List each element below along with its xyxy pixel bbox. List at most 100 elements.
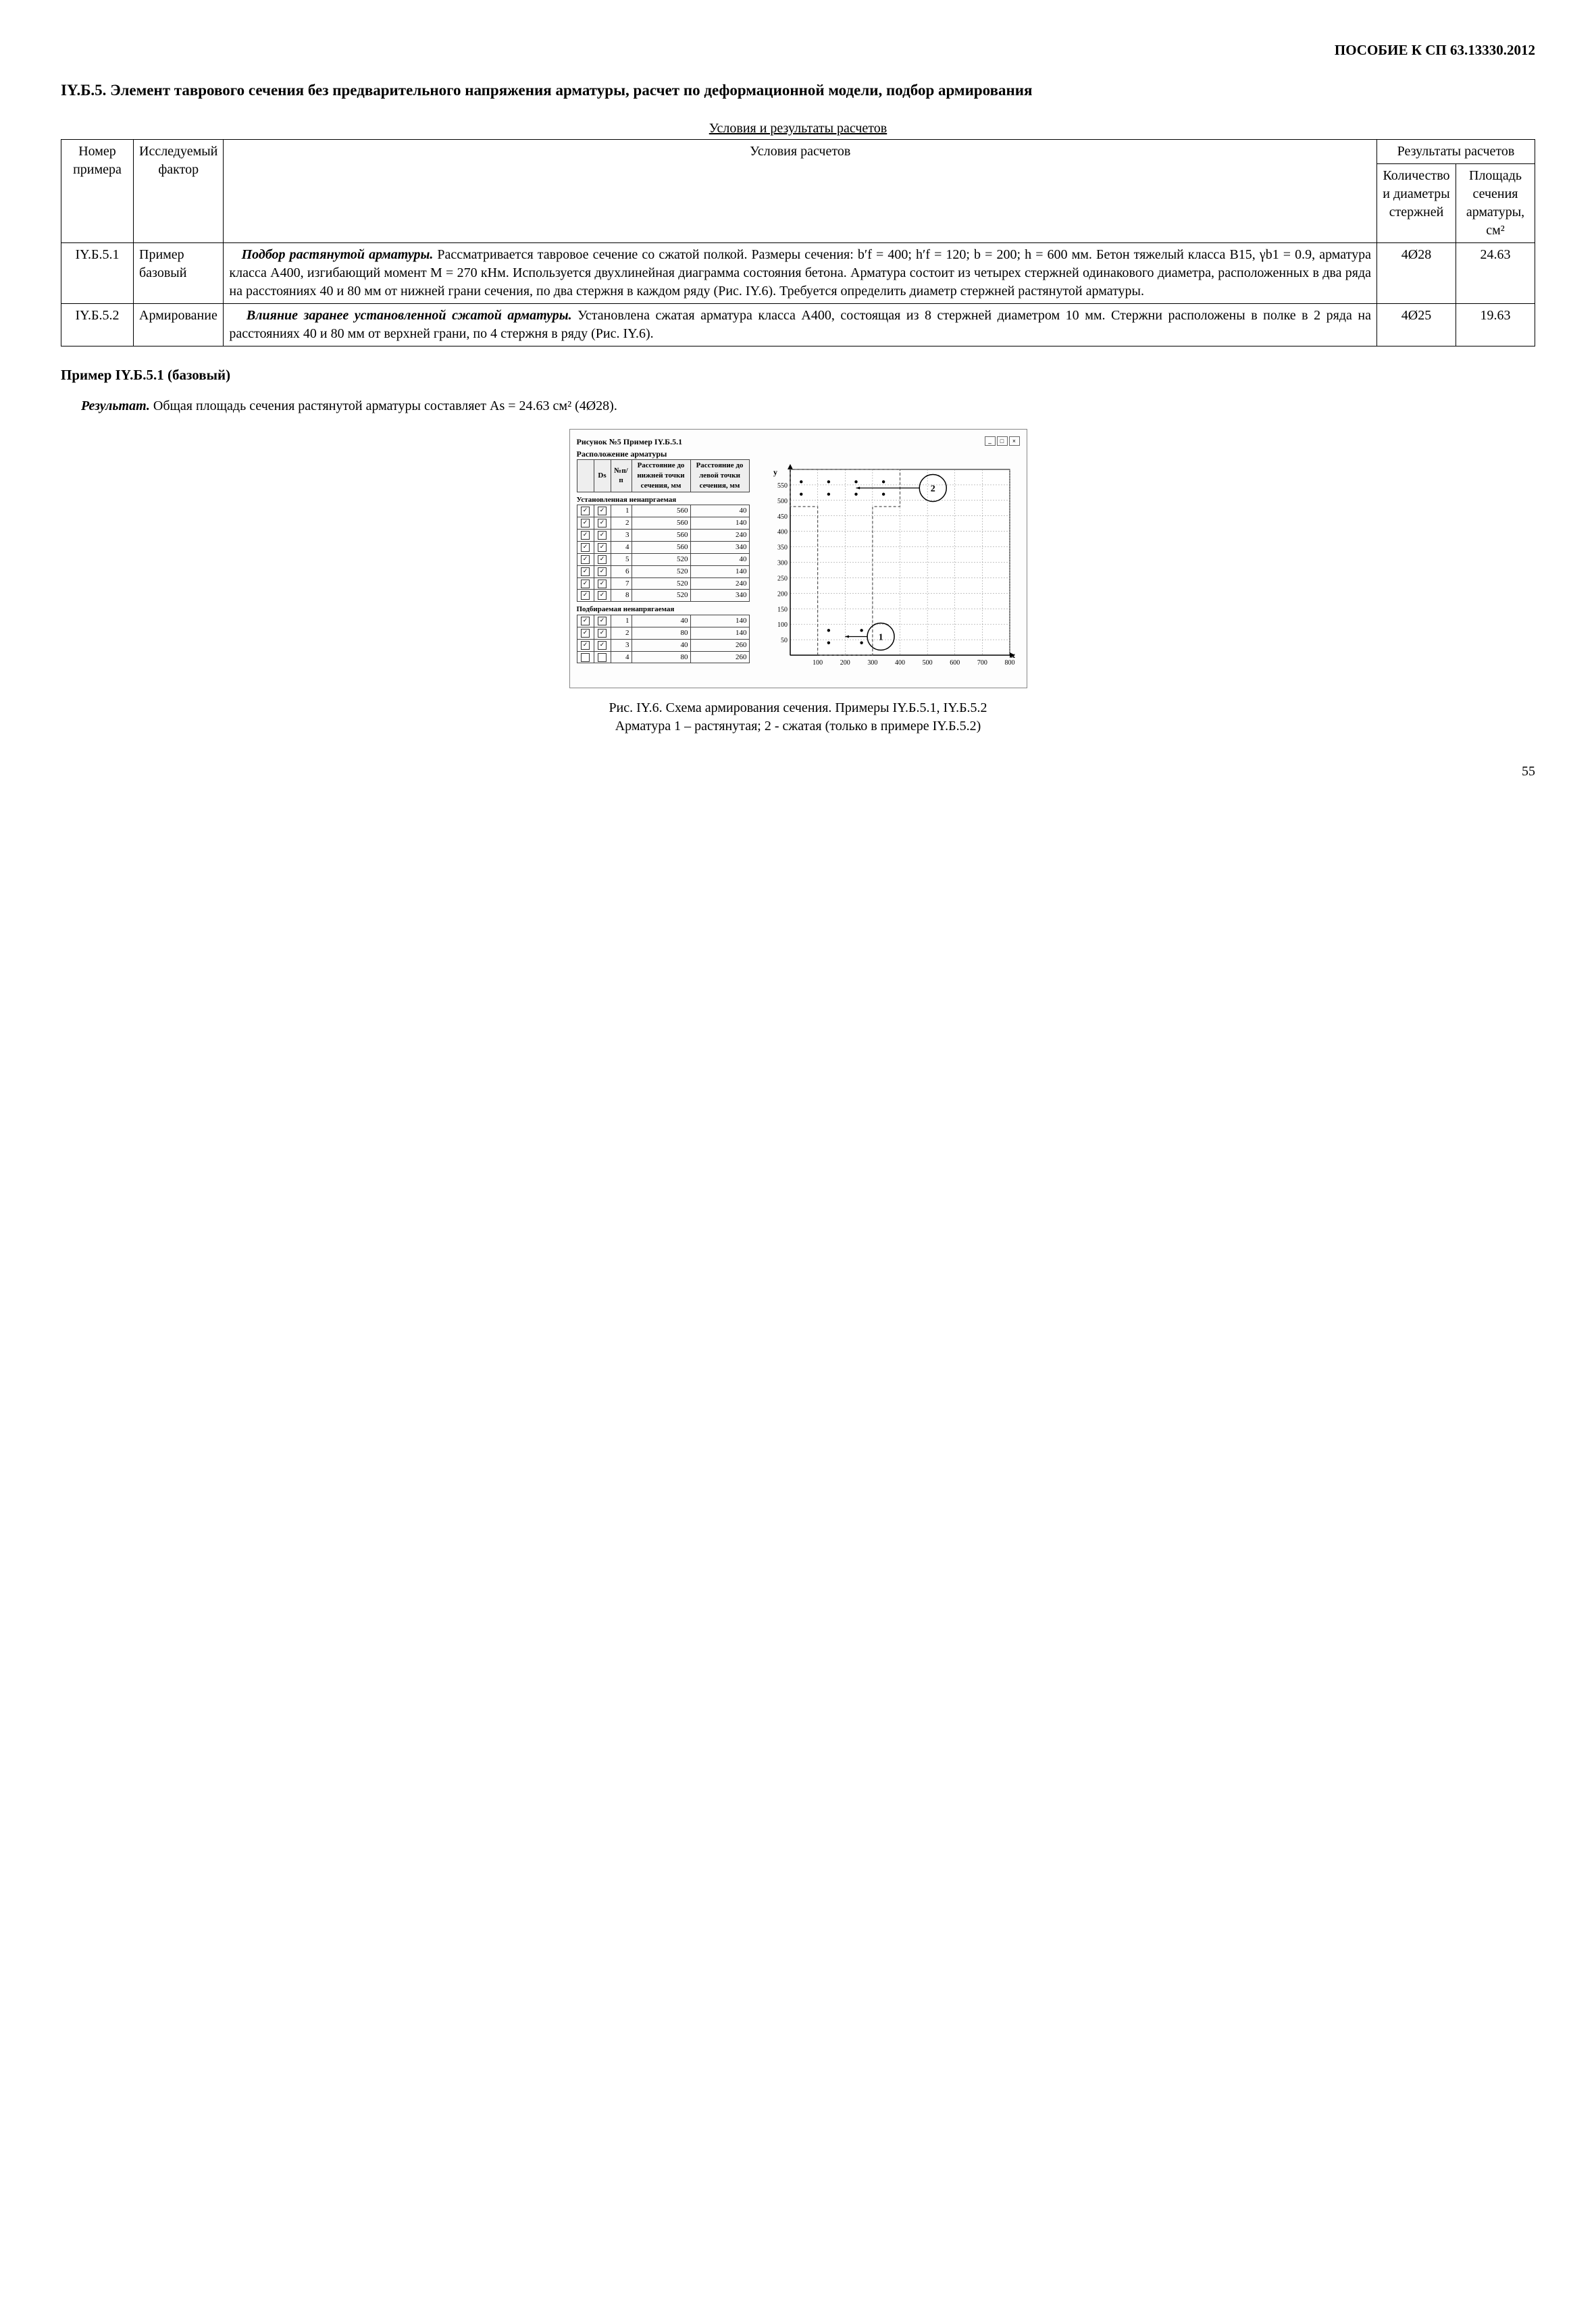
minimize-icon: _ [985, 436, 996, 446]
rebar-cell: 2 [611, 517, 632, 530]
rebar-cell: 140 [690, 627, 749, 639]
rebar-row: ✓✓4560340 [577, 542, 749, 554]
svg-text:300: 300 [867, 659, 877, 667]
document-header: ПОСОБИЕ К СП 63.13330.2012 [61, 41, 1535, 59]
rebar-cell: 40 [632, 639, 690, 651]
rebar-row: ✓✓140140 [577, 615, 749, 627]
svg-text:600: 600 [950, 659, 960, 667]
result-lead: Результат. [81, 398, 150, 413]
rebar-cell: 8 [611, 590, 632, 602]
example-heading: Пример IY.Б.5.1 (базовый) [61, 365, 1535, 384]
cell-area: 19.63 [1456, 304, 1535, 346]
checkbox-icon: ✓ [581, 543, 590, 552]
checkbox-icon: ✓ [581, 567, 590, 576]
rebar-cell: 1 [611, 505, 632, 517]
group1-header: Установленная ненапргаемая [577, 495, 750, 505]
rebar-row: ✓✓156040 [577, 505, 749, 517]
checkbox-icon: ✓ [598, 543, 607, 552]
cell-quantity: 4Ø28 [1377, 243, 1456, 304]
rebar-cell: 2 [611, 627, 632, 639]
cell-description: Влияние заранее установленной сжатой арм… [224, 304, 1377, 346]
figure-caption: Рис. IY.6. Схема армирования сечения. Пр… [61, 699, 1535, 736]
checkbox-icon: ✓ [598, 617, 607, 625]
svg-text:1: 1 [878, 633, 883, 643]
rebar-cell: 520 [632, 553, 690, 565]
svg-text:250: 250 [777, 575, 788, 583]
svg-text:500: 500 [922, 659, 932, 667]
rebar-row: ✓✓8520340 [577, 590, 749, 602]
rebar-row: ✓✓3560240 [577, 530, 749, 542]
result-paragraph: Результат. Общая площадь сечения растяну… [61, 397, 1535, 415]
col-header-results-group: Результаты расчетов [1377, 140, 1535, 164]
checkbox-icon: ✓ [598, 567, 607, 576]
cell-quantity: 4Ø25 [1377, 304, 1456, 346]
svg-text:350: 350 [777, 544, 788, 552]
rebar-cell: 6 [611, 565, 632, 577]
figure-caption-line2: Арматура 1 – растянутая; 2 - сжатая (тол… [61, 717, 1535, 736]
svg-text:y: y [773, 467, 777, 477]
svg-text:450: 450 [777, 513, 788, 521]
section-title: IY.Б.5. Элемент таврового сечения без пр… [61, 80, 1535, 101]
rebar-cell: 3 [611, 530, 632, 542]
checkbox-icon: ✓ [598, 519, 607, 528]
rebar-cell: 240 [690, 577, 749, 590]
svg-text:300: 300 [777, 560, 788, 567]
rebar-cell: 80 [632, 651, 690, 663]
checkbox-icon: ✓ [581, 591, 590, 600]
rebar-table-group2: ✓✓140140✓✓280140✓✓340260480260 [577, 615, 750, 663]
rebar-cell: 40 [632, 615, 690, 627]
results-table: Номер примера Исследуемый фактор Условия… [61, 139, 1535, 346]
col-header-factor: Исследуемый фактор [134, 140, 224, 243]
rebar-cell: 1 [611, 615, 632, 627]
table-caption: Условия и результаты расчетов [61, 120, 1535, 138]
cell-description: Подбор растянутой арматуры. Рассматривае… [224, 243, 1377, 304]
checkbox-icon: ✓ [598, 580, 607, 588]
checkbox-icon: ✓ [581, 580, 590, 588]
rebar-cell: 520 [632, 577, 690, 590]
cell-area: 24.63 [1456, 243, 1535, 304]
checkbox-icon: ✓ [598, 591, 607, 600]
checkbox-icon: ✓ [581, 641, 590, 650]
col-header-example: Номер примера [61, 140, 134, 243]
figure-window-title: Рисунок №5 Пример IY.Б.5.1 [577, 436, 683, 447]
svg-text:2: 2 [930, 484, 935, 494]
rebar-cell: 340 [690, 542, 749, 554]
cell-id: IY.Б.5.1 [61, 243, 134, 304]
svg-text:700: 700 [977, 659, 987, 667]
svg-text:200: 200 [777, 590, 788, 598]
svg-text:150: 150 [777, 606, 788, 613]
cell-id: IY.Б.5.2 [61, 304, 134, 346]
rebar-row: 480260 [577, 651, 749, 663]
figure-panel: Рисунок №5 Пример IY.Б.5.1 _ □ × Располо… [569, 429, 1027, 688]
rebar-cell: 560 [632, 505, 690, 517]
checkbox-icon: ✓ [581, 519, 590, 528]
rebar-row: ✓✓7520240 [577, 577, 749, 590]
section-chart: 1002003004005006007008005010015020025030… [763, 459, 1020, 675]
figure-subtitle: Расположение арматуры [577, 448, 1020, 459]
rebar-table-group1: ✓✓156040✓✓2560140✓✓3560240✓✓4560340✓✓552… [577, 505, 750, 602]
svg-text:400: 400 [777, 529, 788, 536]
checkbox-icon: ✓ [581, 531, 590, 540]
rebar-cell: 560 [632, 530, 690, 542]
rebar-cell: 240 [690, 530, 749, 542]
close-icon: × [1009, 436, 1020, 446]
svg-text:50: 50 [781, 637, 788, 644]
svg-text:500: 500 [777, 498, 788, 505]
rebar-cell: 260 [690, 639, 749, 651]
checkbox-icon: ✓ [581, 629, 590, 638]
table-row: IY.Б.5.2Армирование Влияние заранее уста… [61, 304, 1535, 346]
rebar-cell: 560 [632, 517, 690, 530]
rebar-cell: 140 [690, 517, 749, 530]
col-header-area: Площадь сечения арматуры, см² [1456, 164, 1535, 243]
rebar-cell: 260 [690, 651, 749, 663]
rebar-cell: 520 [632, 590, 690, 602]
rebar-row: ✓✓280140 [577, 627, 749, 639]
maximize-icon: □ [997, 436, 1008, 446]
checkbox-icon: ✓ [581, 555, 590, 564]
rebar-cell: 4 [611, 651, 632, 663]
checkbox-icon: ✓ [581, 507, 590, 515]
table-row: IY.Б.5.1Пример базовый Подбор растянутой… [61, 243, 1535, 304]
checkbox-icon: ✓ [598, 629, 607, 638]
checkbox-icon: ✓ [598, 641, 607, 650]
rebar-row: ✓ ✓ 2560140 [577, 517, 749, 530]
